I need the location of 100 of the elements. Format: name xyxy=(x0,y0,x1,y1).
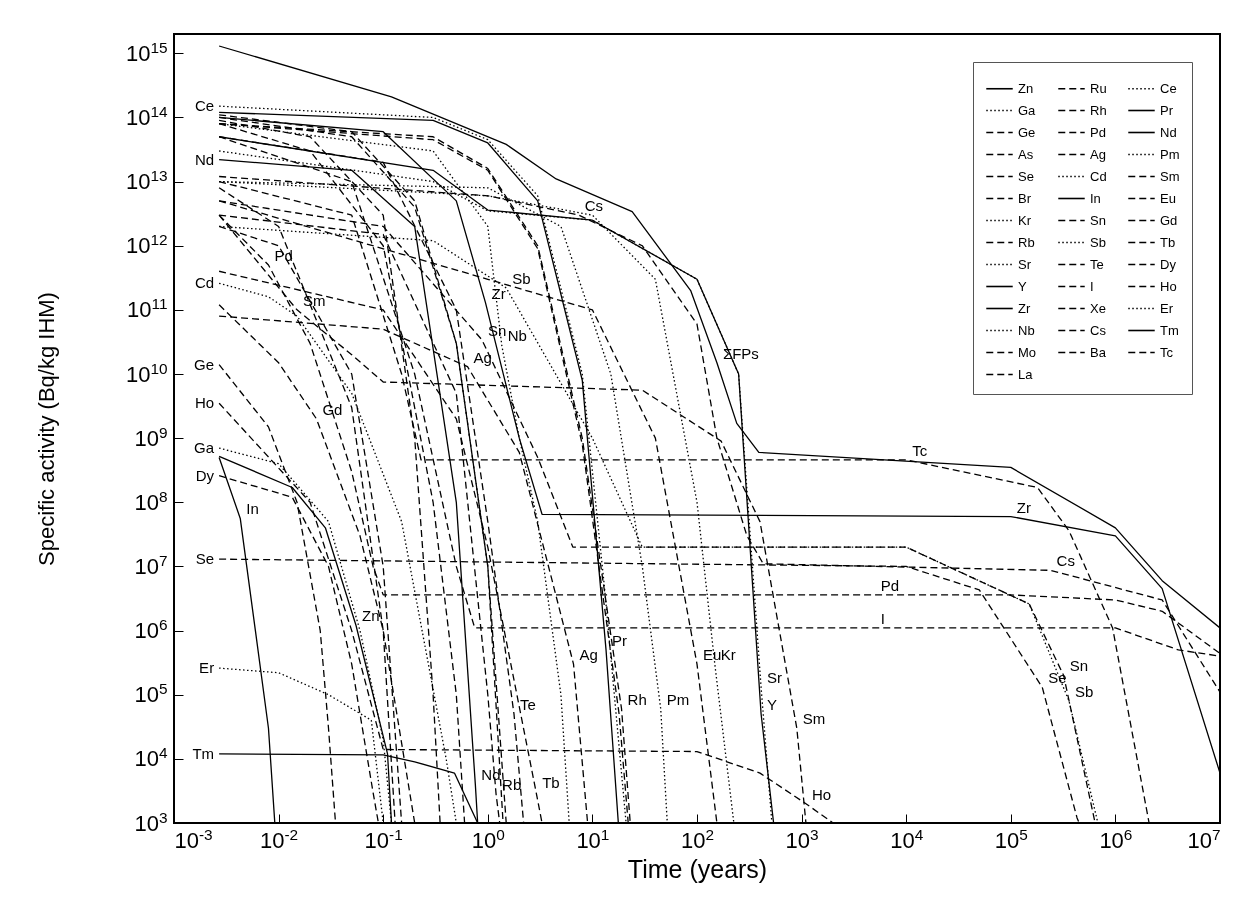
annotation: Se xyxy=(1048,669,1067,687)
x-tick-label: 10$^{1}$ xyxy=(576,825,610,853)
legend-label: I xyxy=(1090,278,1094,294)
legend-label: Sm xyxy=(1160,168,1180,184)
annotation: Tc xyxy=(912,441,928,459)
y-tick-label: 10$^{12}$ xyxy=(125,230,168,259)
legend-label: Te xyxy=(1090,256,1104,272)
legend-label: Gd xyxy=(1160,212,1178,228)
annotation: Ga xyxy=(194,439,215,457)
legend-label: Cd xyxy=(1090,168,1107,184)
legend-label: Ba xyxy=(1090,344,1107,360)
legend-label: Ga xyxy=(1018,102,1037,118)
annotation: Ag xyxy=(579,646,598,664)
x-tick-label: 10$^{-3}$ xyxy=(174,825,213,853)
y-tick-label: 10$^{10}$ xyxy=(125,359,168,387)
legend-label: Kr xyxy=(1018,212,1032,228)
legend-label: Cs xyxy=(1090,322,1107,338)
x-axis-title: Time (years) xyxy=(627,854,768,883)
legend-label: Xe xyxy=(1090,300,1106,316)
y-tick-label: 10$^{13}$ xyxy=(125,166,168,195)
annotation: Gd xyxy=(322,400,343,418)
x-tick-label: 10$^{0}$ xyxy=(471,825,505,853)
legend-label: La xyxy=(1018,366,1034,382)
annotation: Ge xyxy=(194,355,215,373)
y-tick-label: 10$^{11}$ xyxy=(127,294,168,323)
legend-label: Nb xyxy=(1018,322,1035,338)
legend-label: Ge xyxy=(1018,124,1036,140)
annotation: Ho xyxy=(194,394,215,412)
annotation: Ag xyxy=(473,348,492,366)
x-tick-label: 10$^{5}$ xyxy=(994,825,1028,853)
legend-label: Ag xyxy=(1090,146,1106,162)
legend-label: Rh xyxy=(1090,102,1107,118)
x-tick-label: 10$^{-2}$ xyxy=(260,825,299,853)
annotation: Eu xyxy=(703,646,722,664)
annotation: Zr xyxy=(1016,498,1031,516)
legend-label: Zr xyxy=(1018,300,1031,316)
y-tick-label: 10$^{9}$ xyxy=(134,423,168,451)
y-tick-label: 10$^{7}$ xyxy=(134,551,168,579)
legend-label: Ru xyxy=(1090,80,1107,96)
legend-label: Se xyxy=(1018,168,1034,184)
annotation: Zn xyxy=(362,607,380,625)
annotation: Sb xyxy=(512,269,531,287)
annotation: Se xyxy=(195,550,215,568)
legend-label: Br xyxy=(1018,190,1032,206)
legend-label: Ce xyxy=(1160,80,1177,96)
legend-label: Tm xyxy=(1160,322,1179,338)
legend-label: Y xyxy=(1018,278,1027,294)
legend-label: Sr xyxy=(1018,256,1032,272)
legend-label: Mo xyxy=(1018,344,1037,360)
annotation: Zr xyxy=(491,284,506,302)
annotation: Cs xyxy=(1056,552,1075,570)
annotation: In xyxy=(246,500,259,518)
annotation: Nd xyxy=(481,766,501,784)
annotation: Sn xyxy=(1069,657,1088,675)
annotation: Pr xyxy=(612,631,628,649)
annotation: I xyxy=(880,609,885,627)
x-tick-label: 10$^{6}$ xyxy=(1099,825,1133,853)
legend-label: Tc xyxy=(1160,344,1174,360)
annotation: Ho xyxy=(811,785,832,803)
legend-label: Nd xyxy=(1160,124,1177,140)
y-tick-label: 10$^{14}$ xyxy=(125,102,168,130)
annotation: Sm xyxy=(802,710,826,728)
legend-label: Pr xyxy=(1160,102,1174,118)
y-tick-label: 10$^{15}$ xyxy=(125,38,168,66)
annotation: Nb xyxy=(507,327,527,345)
legend-label: Ho xyxy=(1160,278,1177,294)
annotation: Y xyxy=(767,696,778,714)
y-tick-label: 10$^{3}$ xyxy=(134,808,168,836)
annotation: Sr xyxy=(767,669,783,687)
legend-label: Eu xyxy=(1160,190,1176,206)
legend-label: Sn xyxy=(1090,212,1106,228)
annotation: Te xyxy=(519,696,536,714)
x-tick-label: 10$^{-1}$ xyxy=(364,825,403,853)
y-tick-label: 10$^{8}$ xyxy=(134,487,168,515)
legend-label: In xyxy=(1090,190,1101,206)
annotation: Ce xyxy=(194,97,215,115)
legend-label: As xyxy=(1018,146,1034,162)
annotation: Dy xyxy=(195,466,215,484)
legend-label: Sb xyxy=(1090,234,1106,250)
annotation: Tm xyxy=(192,744,215,762)
legend-label: Zn xyxy=(1018,80,1034,96)
annotation: Er xyxy=(199,659,215,677)
x-tick-label: 10$^{4}$ xyxy=(890,825,924,853)
y-tick-label: 10$^{4}$ xyxy=(134,743,168,772)
annotation: Sm xyxy=(303,291,326,309)
x-tick-label: 10$^{7}$ xyxy=(1187,825,1221,853)
y-axis-title: Specific activity (Bq/kg IHM) xyxy=(34,292,60,566)
x-tick-label: 10$^{2}$ xyxy=(680,825,715,853)
legend-label: Tb xyxy=(1160,234,1176,250)
x-tick-label: 10$^{3}$ xyxy=(785,825,819,853)
y-tick-label: 10$^{5}$ xyxy=(134,679,168,708)
y-tick-label: 10$^{6}$ xyxy=(134,615,168,644)
legend-label: Rb xyxy=(1018,234,1035,250)
annotation: Pd xyxy=(880,576,900,594)
annotation: Kr xyxy=(720,646,736,664)
legend-label: Pd xyxy=(1090,124,1106,140)
annotation: Pm xyxy=(666,690,690,708)
annotation: Cd xyxy=(194,274,215,292)
annotation: Cs xyxy=(584,197,604,215)
annotation: Tb xyxy=(542,774,560,792)
